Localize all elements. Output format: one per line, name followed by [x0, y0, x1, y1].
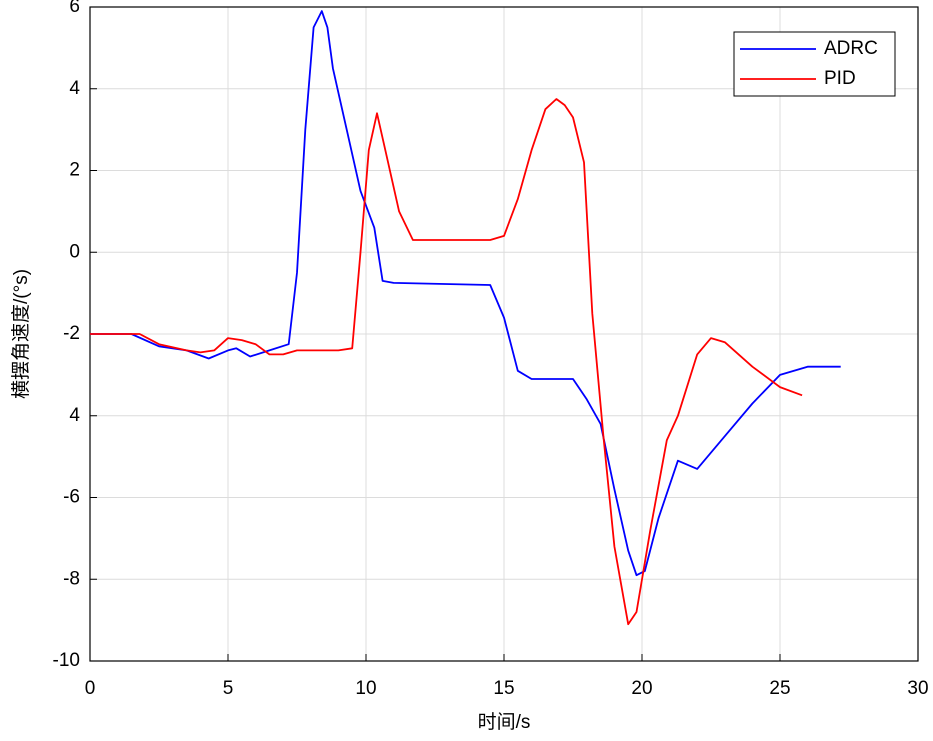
y-tick-label: -2 — [63, 323, 80, 344]
y-tick-label: 6 — [69, 0, 80, 17]
line — [90, 10, 841, 577]
legend-label: PID — [824, 68, 856, 89]
x-tick-label: 20 — [631, 678, 652, 699]
line — [90, 98, 803, 626]
y-tick-label: -8 — [63, 568, 80, 589]
legend-box — [733, 31, 896, 97]
y-tick-label: -6 — [63, 487, 80, 508]
x-tick-label: 25 — [769, 678, 790, 699]
y-axis-label: 横摆角速度/(°s) — [10, 269, 32, 399]
x-tick-label: 15 — [493, 678, 514, 699]
x-tick-label: 10 — [355, 678, 376, 699]
y-tick-label: 0 — [69, 241, 80, 262]
y-tick-label: -10 — [53, 650, 80, 671]
x-tick-label: 5 — [223, 678, 234, 699]
x-tick-label: 30 — [907, 678, 928, 699]
y-tick-label: 4 — [69, 78, 80, 99]
x-tick-label: 0 — [85, 678, 96, 699]
x-axis-label: 时间/s — [478, 711, 531, 733]
y-tick-label: 2 — [69, 160, 80, 181]
y-tick-label: 4 — [69, 405, 80, 426]
legend-label: ADRC — [824, 38, 878, 59]
